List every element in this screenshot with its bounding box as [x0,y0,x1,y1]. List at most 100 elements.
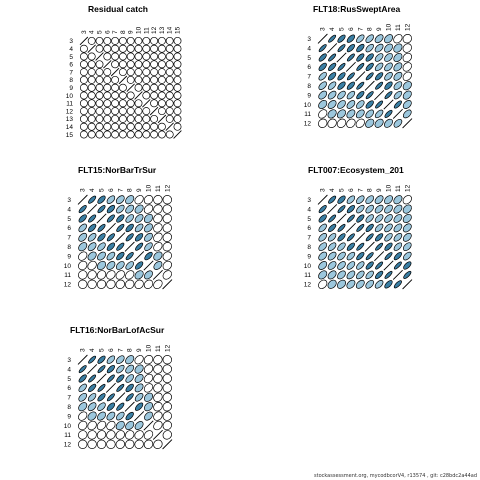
corr-ellipse [173,114,182,123]
col-age-label: 11 [143,27,150,34]
corr-ellipse [346,90,356,100]
corr-ellipse [97,411,106,421]
corr-ellipse [165,83,174,92]
corr-ellipse [87,114,96,123]
corr-ellipse [318,72,327,81]
corr-ellipse [402,52,412,63]
corr-ellipse [118,99,127,108]
row-age-label: 13 [66,116,74,123]
corr-ellipse [79,60,88,69]
corr-ellipse [153,355,163,365]
corr-ellipse [346,279,356,289]
corr-ellipse [78,270,88,280]
corr-ellipse [111,107,120,116]
corr-ellipse [337,223,346,232]
corr-ellipse [162,430,172,440]
corr-ellipse [346,204,356,214]
corr-ellipse [318,251,328,261]
diagonal-mark [95,52,104,61]
corr-ellipse [97,233,106,242]
corr-ellipse [126,122,135,131]
diagonal-mark [143,420,154,431]
corr-ellipse [327,62,337,72]
corr-ellipse [346,261,356,270]
corr-ellipse [328,53,337,62]
corr-ellipse [384,242,393,251]
corr-ellipse [162,232,172,242]
row-age-label: 11 [64,432,71,439]
corr-ellipse [356,62,365,71]
corr-ellipse [116,364,125,374]
corr-ellipse [365,270,374,280]
corr-ellipse [402,223,412,233]
col-age-label: 5 [99,188,106,192]
panel-title: Residual catch [88,4,148,14]
corr-ellipse [328,195,337,204]
corr-ellipse [125,383,134,393]
corr-ellipse [134,204,144,214]
corr-ellipse [134,122,143,131]
corr-ellipse [115,439,125,449]
corr-ellipse [327,261,337,270]
corr-ellipse [346,43,356,53]
corr-ellipse [157,44,166,53]
corr-ellipse [126,107,135,116]
corr-ellipse [365,195,375,205]
corr-ellipse [142,36,151,45]
corr-ellipse [173,99,182,108]
corr-ellipse [384,91,393,100]
corr-ellipse [356,223,365,232]
corr-ellipse [374,53,384,62]
corr-ellipse [393,233,403,242]
corr-ellipse [134,36,143,45]
corr-ellipse [134,223,144,233]
corr-ellipse [402,232,412,242]
corr-ellipse [393,52,403,63]
diagonal-mark [134,91,143,100]
diagonal-mark [77,354,88,365]
corr-ellipse [346,242,356,251]
corr-ellipse [78,392,88,402]
corr-ellipse [318,233,327,242]
corr-ellipse [134,52,143,61]
corr-ellipse [106,355,116,364]
corr-ellipse [336,118,347,128]
corr-ellipse [355,109,365,119]
corr-ellipse [162,392,172,402]
corr-ellipse [162,270,172,280]
corr-ellipse [346,270,356,280]
diagonal-mark [327,204,338,215]
col-age-label: 6 [104,30,111,34]
corr-ellipse [88,355,97,364]
corr-ellipse [356,34,365,43]
corr-ellipse [142,83,151,92]
corr-ellipse [173,60,182,69]
corr-ellipse [402,100,412,109]
diagonal-mark [115,232,126,243]
corr-ellipse [87,233,97,242]
corr-ellipse [153,213,163,224]
corr-ellipse [318,62,327,72]
corr-ellipse [116,411,125,421]
row-age-label: 7 [67,395,71,402]
corr-ellipse [87,107,96,116]
corr-ellipse [162,251,172,261]
corr-ellipse [126,75,135,84]
corr-ellipse [106,420,116,431]
corr-ellipse [327,109,337,119]
corr-ellipse [87,270,97,280]
corr-ellipse [150,36,159,45]
row-age-label: 12 [64,442,72,449]
corr-ellipse [150,83,159,92]
corr-ellipse [318,99,328,110]
corr-ellipse [106,242,116,251]
corr-ellipse [103,44,112,53]
corr-ellipse [125,214,134,223]
corr-ellipse [115,279,125,289]
corr-ellipse [327,233,337,242]
corr-ellipse [365,204,374,214]
col-age-label: 8 [127,188,134,192]
corr-ellipse [318,214,327,223]
corr-ellipse [111,114,120,123]
corr-ellipse [153,204,163,214]
